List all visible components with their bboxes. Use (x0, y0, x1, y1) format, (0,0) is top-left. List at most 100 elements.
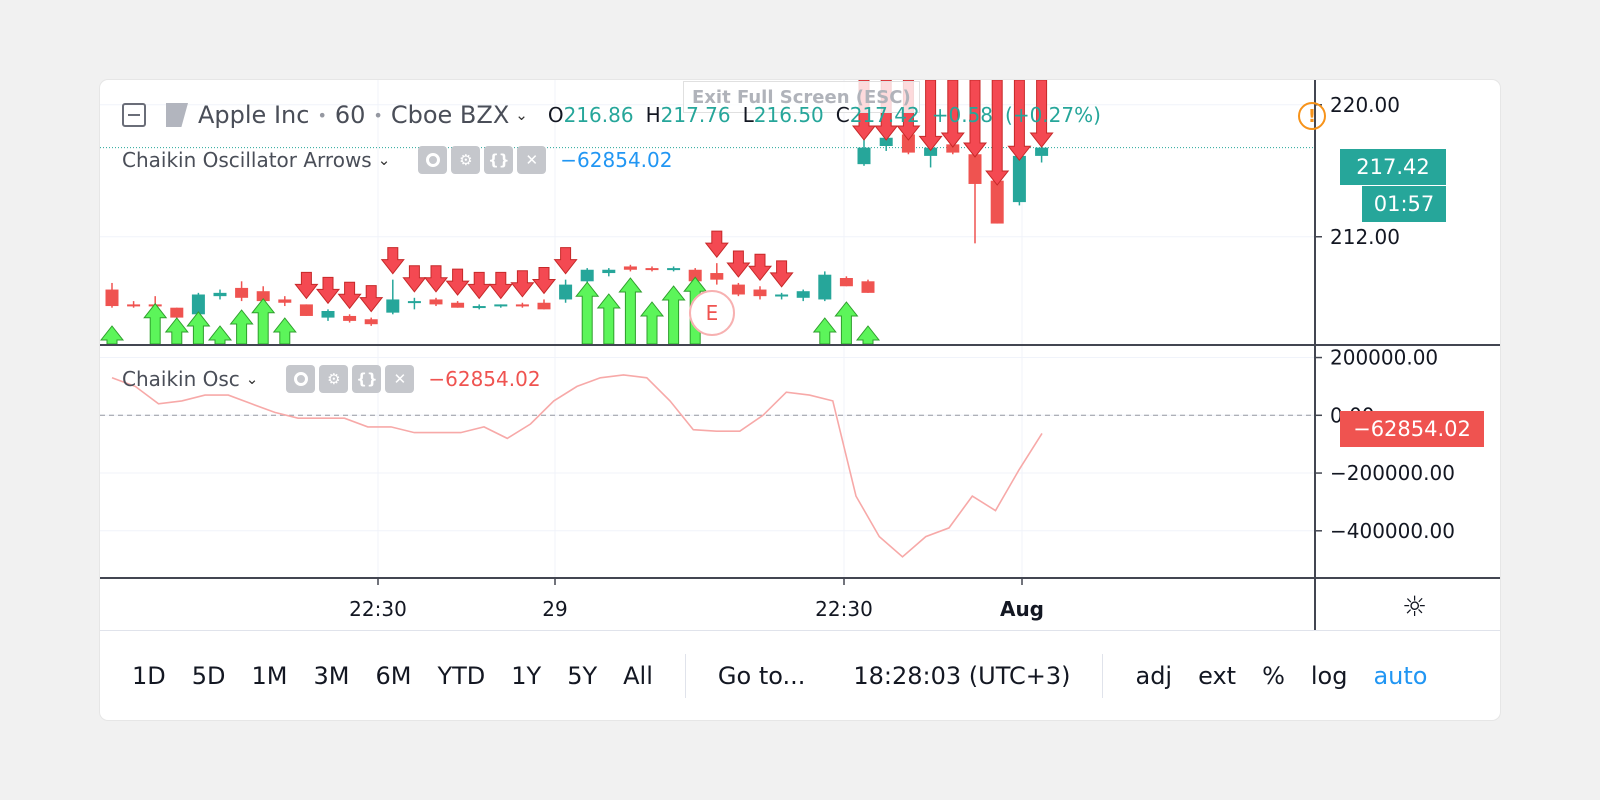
close-value: 217.42 (849, 103, 920, 127)
candle-body (213, 292, 227, 297)
source-code-icon[interactable]: {} (352, 365, 382, 393)
exchange-label[interactable]: Cboe BZX (390, 101, 510, 129)
range-ytd-button[interactable]: YTD (437, 662, 486, 690)
auto-toggle[interactable]: auto (1373, 662, 1428, 690)
candle-body (710, 273, 724, 280)
ext-toggle[interactable]: ext (1198, 662, 1237, 690)
change-pct-value: (+0.27%) (1005, 103, 1101, 127)
adj-toggle[interactable]: adj (1135, 662, 1173, 690)
candle-body (343, 315, 357, 321)
candle-body (818, 274, 832, 300)
collapse-legend-icon[interactable] (122, 103, 146, 127)
osc-tick-label: −200000.00 (1330, 461, 1455, 485)
chevron-down-icon[interactable]: ⌄ (515, 106, 528, 124)
source-code-icon[interactable]: {} (484, 146, 514, 174)
candle-body (775, 294, 789, 297)
arrow-down-marker (1007, 80, 1032, 162)
candle (623, 264, 637, 272)
log-toggle[interactable]: log (1310, 662, 1348, 690)
range-1m-button[interactable]: 1M (251, 662, 288, 690)
candle (559, 279, 573, 303)
flag-icon[interactable] (166, 103, 188, 127)
low-value: 216.50 (753, 103, 824, 127)
range-1d-button[interactable]: 1D (132, 662, 166, 690)
arrow-up-marker (812, 317, 837, 345)
time-tick-label: 29 (542, 597, 567, 621)
candle (407, 297, 421, 310)
candle (299, 304, 313, 316)
candle (537, 299, 551, 310)
arrow-up-marker (164, 317, 189, 345)
close-icon[interactable]: ✕ (517, 146, 547, 174)
current-price-tag: 217.42 (1340, 149, 1446, 185)
arrow-up-marker (661, 285, 686, 345)
candle-body (645, 268, 659, 271)
arrow-down-marker (510, 270, 535, 298)
percent-toggle[interactable]: % (1262, 662, 1285, 690)
arrow-down-marker (726, 250, 751, 278)
arrow-down-marker (918, 80, 943, 152)
arrow-up-marker (186, 311, 211, 345)
candle-body (256, 291, 270, 302)
range-all-button[interactable]: All (623, 662, 653, 690)
candle-body (1012, 155, 1026, 203)
symbol-name[interactable]: Apple Inc (198, 101, 310, 129)
chevron-down-icon[interactable]: ⌄ (245, 370, 259, 388)
arrow-down-marker (769, 260, 794, 288)
candle (213, 289, 227, 300)
candle-body (494, 304, 508, 307)
chevron-down-icon[interactable]: ⌄ (377, 151, 391, 169)
interval-label[interactable]: 60 (334, 101, 366, 129)
time-tick-label: 22:30 (815, 597, 873, 621)
candle (775, 292, 789, 300)
candle-body (901, 134, 915, 153)
high-value: 217.76 (660, 103, 731, 127)
candle-body (861, 281, 875, 293)
gear-icon[interactable]: ⚙ (319, 365, 349, 393)
candle-body (429, 299, 443, 305)
range-6m-button[interactable]: 6M (375, 662, 412, 690)
goto-button[interactable]: Go to... (717, 662, 806, 690)
price-tick-label: 220.00 (1330, 93, 1400, 117)
arrow-up-marker (251, 297, 276, 345)
arrow-up-marker (834, 301, 859, 345)
range-5d-button[interactable]: 5D (191, 662, 226, 690)
range-5y-button[interactable]: 5Y (567, 662, 598, 690)
candle (494, 304, 508, 308)
candle-body (537, 302, 551, 310)
candle-body (127, 304, 141, 307)
candle (451, 301, 465, 308)
close-icon[interactable]: ✕ (385, 365, 415, 393)
arrow-down-marker (704, 230, 729, 258)
candle-body (559, 284, 573, 300)
indicator-name[interactable]: Chaikin Osc (122, 367, 240, 391)
range-3m-button[interactable]: 3M (313, 662, 350, 690)
candle-body (688, 269, 702, 282)
candle-body (580, 269, 594, 282)
candle-body (321, 311, 335, 318)
indicator-legend-arrows: Chaikin Oscillator Arrows ⌄ ⚙ {} ✕ −6285… (122, 146, 672, 174)
oscillator-value-tag: −62854.02 (1340, 411, 1484, 447)
gear-icon[interactable]: ⚙ (451, 146, 481, 174)
candle-body (839, 278, 853, 287)
candle-body (278, 299, 292, 303)
range-1y-button[interactable]: 1Y (511, 662, 542, 690)
eye-icon[interactable] (418, 146, 448, 174)
indicator-name[interactable]: Chaikin Oscillator Arrows (122, 148, 372, 172)
chaikin-osc-line (111, 374, 1043, 558)
candle-body (968, 154, 982, 184)
candle-body (170, 307, 184, 318)
indicator-value: −62854.02 (560, 148, 673, 172)
settings-sun-icon[interactable]: ☼ (1402, 590, 1428, 623)
warning-icon[interactable]: ! (1298, 102, 1326, 130)
candle (1012, 154, 1026, 206)
separator-dot: • (317, 105, 327, 125)
candle-body (990, 180, 1004, 224)
candle (105, 282, 119, 308)
arrow-down-marker (402, 265, 427, 293)
open-value: 216.86 (563, 103, 634, 127)
eye-icon[interactable] (286, 365, 316, 393)
clock-timezone[interactable]: 18:28:03 (UTC+3) (853, 662, 1071, 690)
arrow-down-marker (337, 281, 362, 310)
exit-fullscreen-button[interactable]: Exit Full Screen (ESC) (683, 81, 920, 113)
